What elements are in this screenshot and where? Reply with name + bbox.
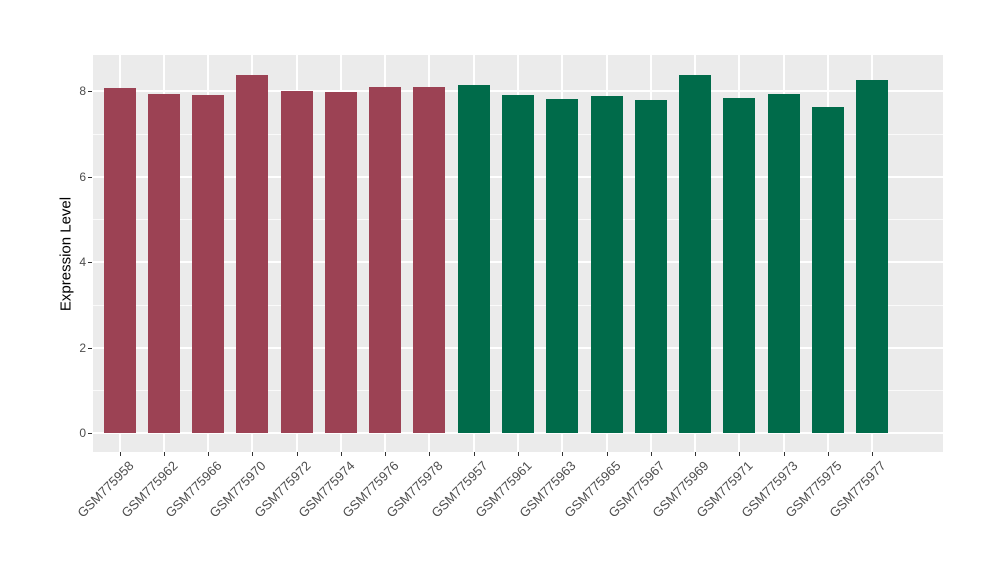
x-tick-mark bbox=[429, 452, 431, 456]
y-tick-label: 0 bbox=[79, 426, 86, 440]
bar-gsm775975 bbox=[811, 106, 844, 433]
x-tick-mark bbox=[208, 452, 210, 456]
x-tick-mark bbox=[872, 452, 874, 456]
x-tick-mark bbox=[163, 452, 165, 456]
bar-gsm775977 bbox=[856, 79, 889, 433]
x-tick-mark bbox=[119, 452, 121, 456]
x-tick-mark bbox=[473, 452, 475, 456]
bar-gsm775962 bbox=[147, 94, 180, 433]
bar-gsm775965 bbox=[590, 96, 623, 433]
bar-gsm775976 bbox=[369, 86, 402, 433]
bar-gsm775957 bbox=[457, 84, 490, 433]
y-tick-label: 4 bbox=[79, 255, 86, 269]
plot-panel bbox=[93, 55, 943, 452]
x-tick-mark bbox=[739, 452, 741, 456]
bar-gsm775969 bbox=[679, 74, 712, 433]
x-tick-mark bbox=[783, 452, 785, 456]
y-tick-label: 2 bbox=[79, 340, 86, 355]
x-tick-mark bbox=[695, 452, 697, 456]
x-tick-mark bbox=[650, 452, 652, 456]
bar-gsm775974 bbox=[324, 91, 357, 433]
y-tick-mark bbox=[88, 176, 92, 178]
bar-gsm775958 bbox=[103, 87, 136, 433]
y-tick-mark bbox=[88, 347, 92, 349]
bar-gsm775963 bbox=[546, 98, 579, 433]
bar-gsm775971 bbox=[723, 97, 756, 433]
x-tick-mark bbox=[518, 452, 519, 456]
x-tick-mark bbox=[385, 452, 387, 456]
bar-gsm775970 bbox=[236, 75, 269, 433]
bar-gsm775961 bbox=[502, 94, 534, 433]
bar-gsm775978 bbox=[413, 87, 446, 433]
bar-gsm775967 bbox=[634, 99, 667, 433]
y-tick-label: 6 bbox=[79, 169, 86, 184]
bar-gsm775972 bbox=[280, 91, 313, 433]
x-tick-mark bbox=[606, 452, 608, 456]
y-tick-mark bbox=[88, 433, 92, 434]
x-tick-mark bbox=[340, 452, 342, 456]
y-tick-label: 8 bbox=[79, 84, 86, 98]
x-tick-mark bbox=[296, 452, 298, 456]
x-tick-mark bbox=[827, 452, 829, 456]
y-tick-mark bbox=[88, 91, 92, 92]
x-tick-mark bbox=[252, 452, 254, 456]
y-tick-mark bbox=[88, 262, 92, 263]
bar-gsm775966 bbox=[192, 95, 225, 433]
x-tick-mark bbox=[562, 452, 564, 456]
bar-gsm775973 bbox=[767, 94, 800, 433]
